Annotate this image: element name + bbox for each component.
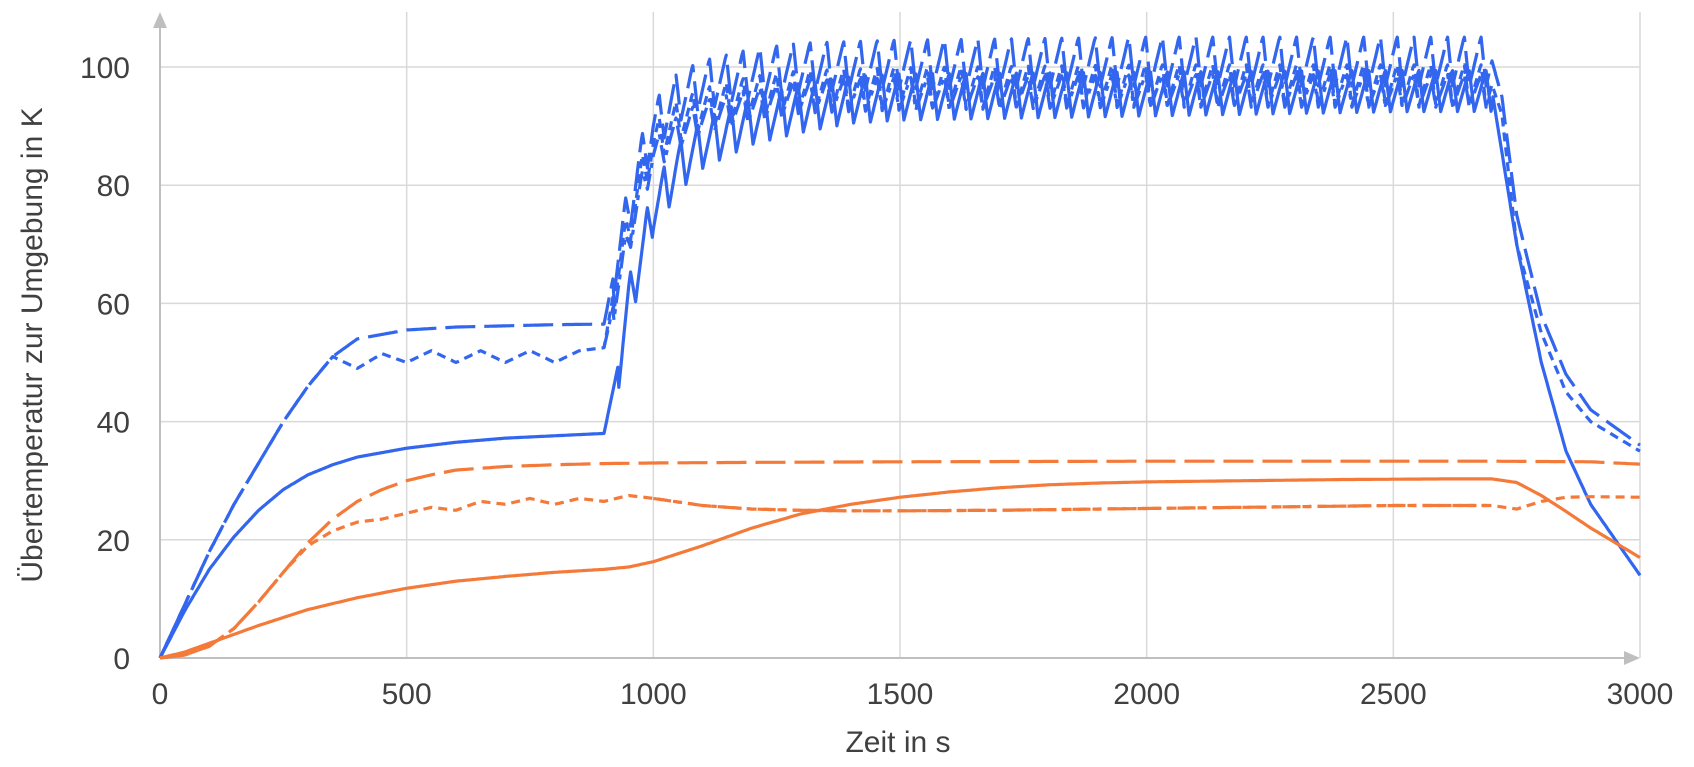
series-line-orange-dashdot — [653, 496, 1492, 513]
y-tick-label: 60 — [97, 288, 130, 321]
y-tick-label: 100 — [80, 52, 130, 85]
series-line-orange-longdash — [159, 459, 1641, 660]
x-tick-label: 500 — [382, 678, 432, 711]
x-tick-label: 0 — [152, 678, 169, 711]
y-tick-label: 0 — [113, 643, 130, 676]
y-tick-label: 40 — [97, 407, 130, 440]
series-line-blue-dashdot — [602, 73, 1494, 349]
tick-labels: 0 500 1000 1500 2000 2500 3000 0 20 40 60 80 100 — [80, 52, 1673, 711]
y-tick-label: 20 — [97, 525, 130, 558]
x-tick-label: 2000 — [1113, 678, 1180, 711]
y-axis-title: Übertemperatur zur Umgebung in K — [16, 107, 49, 582]
series-lines — [158, 35, 1642, 660]
x-tick-label: 1500 — [867, 678, 934, 711]
x-axis-title: Zeit in s — [845, 726, 950, 759]
x-axis-arrow — [1624, 651, 1640, 665]
x-tick-label: 3000 — [1607, 678, 1674, 711]
x-tick-label: 2500 — [1360, 678, 1427, 711]
x-tick-label: 1000 — [620, 678, 687, 711]
y-tick-label: 80 — [97, 170, 130, 203]
gridlines — [160, 12, 1641, 658]
axes — [153, 12, 1640, 665]
series-line-blue-longdash — [158, 35, 1641, 659]
y-axis-arrow — [153, 12, 167, 28]
series-line-orange-solid — [159, 477, 1641, 660]
